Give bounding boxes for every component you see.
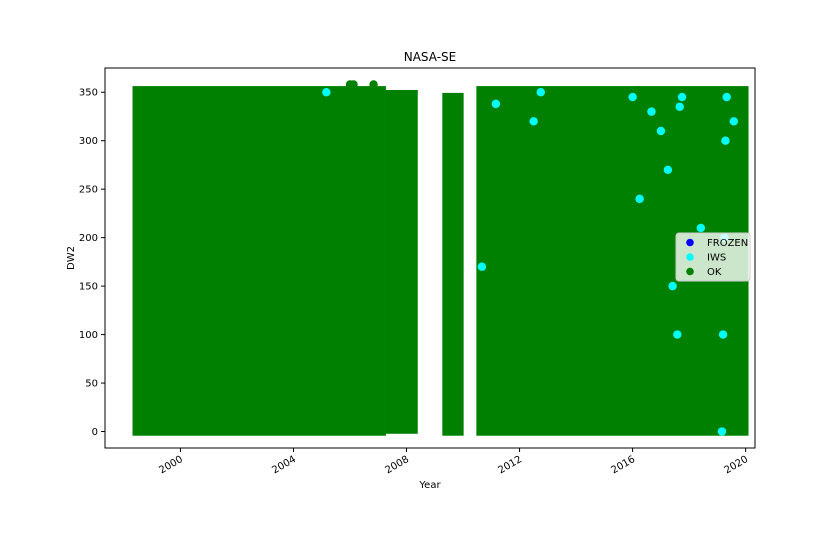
data-point-iws <box>729 117 739 126</box>
legend-label-frozen: FROZEN <box>707 238 748 249</box>
legend: FROZEN IWS OK <box>675 232 751 282</box>
data-point-iws <box>536 88 545 97</box>
data-point-iws <box>647 107 656 116</box>
x-tick-label: 2004 <box>270 454 298 476</box>
y-tick-label: 0 <box>92 427 98 438</box>
data-point-ok <box>633 86 642 95</box>
data-point-iws <box>322 88 331 97</box>
chart-title: NASA-SE <box>404 50 457 64</box>
data-point-ok <box>555 92 564 102</box>
data-point-iws <box>635 194 644 204</box>
data-band-ok <box>132 86 386 436</box>
x-tick-label: 2012 <box>497 454 525 476</box>
legend-label-ok: OK <box>707 267 722 278</box>
data-point-iws <box>696 223 706 233</box>
data-point-iws <box>722 92 731 102</box>
data-point-iws <box>477 262 487 271</box>
data-point-iws <box>677 92 687 102</box>
data-point-iws <box>663 165 673 174</box>
axes-frame <box>104 67 756 449</box>
data-point-iws <box>673 330 682 339</box>
data-point-iws <box>656 126 666 136</box>
data-point-iws <box>668 281 677 291</box>
y-tick-label: 50 <box>85 379 98 390</box>
data-point-iws <box>491 99 501 109</box>
x-tick-label: 2000 <box>157 454 185 476</box>
x-axis-label: Year <box>418 480 441 491</box>
data-point-ok <box>349 80 358 89</box>
data-point-iws <box>628 92 637 102</box>
legend-marker-ok <box>686 267 694 276</box>
data-point-iws <box>675 102 684 111</box>
data-band-ok <box>385 89 418 434</box>
legend-marker-iws <box>686 253 694 261</box>
data-point-iws <box>529 117 538 126</box>
y-tick-label: 200 <box>79 233 98 244</box>
y-axis: 0 50 100 150 200 250 300 350 <box>79 88 105 438</box>
x-tick-label: 2020 <box>723 454 751 476</box>
plot-area <box>132 80 749 436</box>
data-point-iws <box>717 427 727 436</box>
y-tick-label: 350 <box>79 88 98 99</box>
legend-label-iws: IWS <box>707 253 726 264</box>
y-tick-label: 250 <box>79 185 98 196</box>
x-tick-label: 2008 <box>383 454 411 476</box>
legend-marker-frozen <box>686 238 694 247</box>
data-point-iws <box>721 136 730 145</box>
y-tick-label: 150 <box>79 282 98 293</box>
y-axis-label: DW2 <box>66 246 77 270</box>
y-tick-label: 100 <box>79 330 98 341</box>
legend-box <box>675 232 751 282</box>
data-point-ok <box>691 87 701 96</box>
x-tick-label: 2016 <box>610 454 638 476</box>
x-axis: 2000 2004 2008 2012 2016 2020 <box>157 448 750 476</box>
data-point-iws <box>718 330 728 339</box>
data-point-ok <box>369 80 378 89</box>
y-tick-label: 300 <box>79 136 98 147</box>
data-band-ok <box>442 92 464 436</box>
